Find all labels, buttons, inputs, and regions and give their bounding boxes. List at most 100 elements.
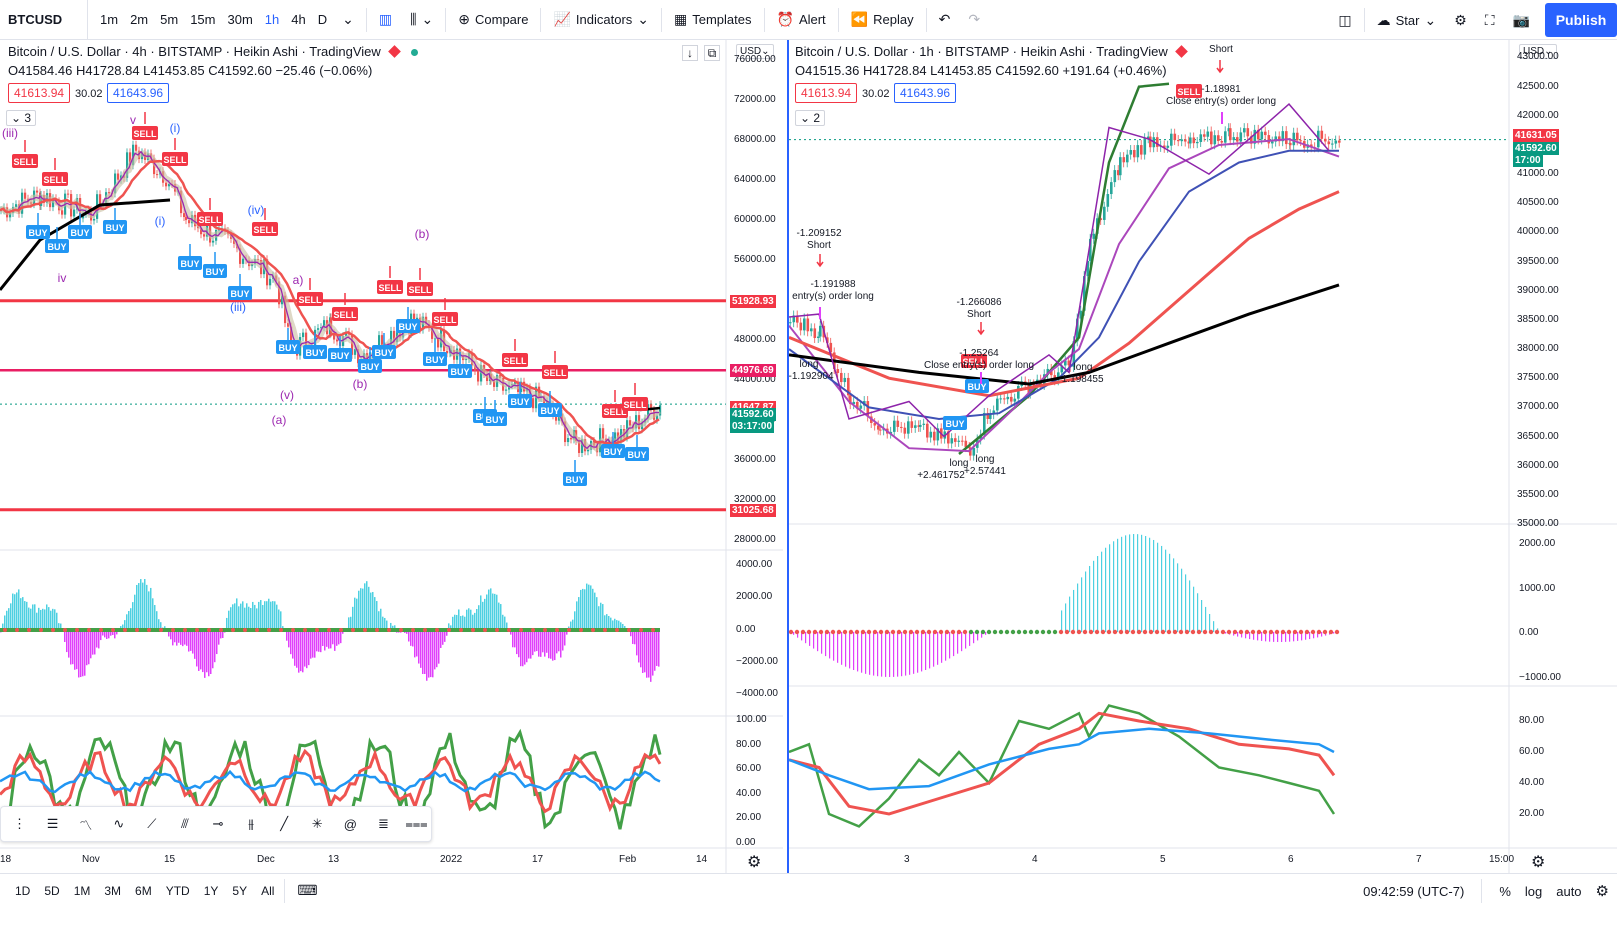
timeframe-15m[interactable]: 15m: [190, 12, 216, 27]
fib-fan-tool-icon[interactable]: ⫻: [181, 816, 189, 831]
auto-toggle[interactable]: auto: [1556, 883, 1582, 899]
histogram-bar: [238, 606, 240, 630]
compare-button[interactable]: ⊕ Compare: [449, 0, 537, 40]
price-tick: 38000.00: [1517, 343, 1559, 355]
range-5y[interactable]: 5Y: [232, 883, 248, 898]
histogram-bar: [286, 630, 288, 641]
left-chart-pane[interactable]: BUY BUY BUY BUY BUY BUY BUY BUY BUY BUY BUY BUY BUY B…: [0, 40, 783, 895]
right-collapse-toggle[interactable]: ⌄ 2: [795, 110, 826, 126]
drag-handle-icon[interactable]: ⋮: [13, 816, 27, 831]
horizontal-ray-tool-icon[interactable]: ⊸: [212, 816, 224, 831]
xabcd-tool-icon[interactable]: ✳: [311, 816, 323, 831]
indicators-button[interactable]: 📈 Indicators ⌄: [544, 0, 658, 40]
right-ask-badge[interactable]: 41643.96: [894, 83, 957, 103]
range-1d[interactable]: 1D: [15, 883, 31, 898]
histogram-bar: [412, 630, 414, 647]
squeeze-dot: [944, 629, 950, 635]
publish-button[interactable]: Publish: [1545, 3, 1617, 37]
right-chart-canvas[interactable]: BUYBUYSELLSELL-1.209152Short-1.191988ent…: [789, 40, 1617, 895]
timeframe-1h[interactable]: 1h: [264, 12, 280, 27]
candle-body: [1143, 138, 1147, 155]
undo-button[interactable]: ↶: [930, 0, 960, 40]
maximize-icon[interactable]: ⧉: [704, 45, 720, 61]
histogram-bar: [548, 630, 550, 659]
squeeze-dot: [579, 628, 583, 632]
left-unit-selector[interactable]: USD⌄: [736, 44, 774, 59]
date-range-button[interactable]: ⌨: [288, 874, 326, 908]
alert-button[interactable]: ⏰ Alert: [768, 0, 835, 40]
percent-toggle[interactable]: %: [1499, 883, 1511, 899]
timeframe-5m[interactable]: 5m: [160, 12, 179, 27]
candle-body: [792, 315, 796, 323]
right-axis-settings-icon[interactable]: ⚙: [1531, 854, 1546, 871]
templates-button[interactable]: ▦ Templates: [665, 0, 760, 40]
timeframe-2m[interactable]: 2m: [130, 12, 149, 27]
squeeze-dot: [1046, 629, 1052, 635]
chevron-down-icon: ⌄: [11, 111, 25, 125]
candle-body: [1103, 206, 1106, 220]
histogram-bar: [322, 630, 324, 646]
candle-body: [188, 220, 191, 224]
histogram-bar: [104, 630, 106, 638]
horizontal-lines-tool-icon[interactable]: ☰: [46, 816, 59, 831]
timeframe-4h[interactable]: 4h: [291, 12, 306, 27]
gear-icon[interactable]: ⚙: [1595, 883, 1609, 900]
abcd-pattern-tool-icon[interactable]: 〽: [79, 817, 93, 833]
histogram-bar: [454, 614, 456, 630]
elliott-wave-tool-icon[interactable]: ∿: [113, 816, 125, 831]
short-arrow: [1216, 60, 1224, 74]
chart-type-button[interactable]: ⫼ ⌄: [401, 0, 442, 40]
replay-button[interactable]: ⏪ Replay: [842, 0, 923, 40]
range-6m[interactable]: 6M: [135, 883, 152, 898]
buy-signal: BUY: [303, 333, 327, 359]
screenshot-button[interactable]: 📷: [1504, 0, 1539, 40]
layout-button[interactable]: ◫: [1329, 0, 1360, 40]
sell-signal-label: SELL: [503, 356, 527, 366]
left-axis-settings-icon[interactable]: ⚙: [747, 854, 762, 871]
settings-button[interactable]: ⚙: [1445, 0, 1476, 40]
range-ytd[interactable]: YTD: [165, 883, 190, 898]
redo-button[interactable]: ↷: [959, 0, 989, 40]
timeframe-dropdown[interactable]: ⌄: [333, 0, 363, 40]
histogram-bar: [26, 601, 28, 630]
right-chart-pane[interactable]: BUY BUY SELL SELL -1.209152 Short -1.191988 ent…: [787, 40, 1617, 895]
candle-body: [926, 423, 929, 438]
right-unit-selector[interactable]: USD⌄: [1519, 44, 1557, 59]
histogram-bar: [558, 630, 560, 652]
trend-line-tool-icon[interactable]: ⟋: [147, 816, 157, 831]
download-icon[interactable]: ↓: [682, 45, 698, 61]
fullscreen-button[interactable]: ⛶: [1476, 0, 1504, 40]
candle-body: [15, 204, 18, 207]
layout-name-button[interactable]: ☁ Star ⌄: [1368, 0, 1446, 40]
right-bid-badge[interactable]: 41613.94: [795, 83, 858, 103]
oscillator-tick: 20.00: [1519, 808, 1545, 819]
fib-retracement-tool-icon[interactable]: ≣: [377, 816, 389, 831]
timeframe-30m[interactable]: 30m: [227, 12, 253, 27]
range-1m[interactable]: 1M: [73, 883, 91, 898]
bars-pattern-tool-icon[interactable]: ⫵: [248, 816, 255, 831]
strategy-annotation: Short: [1209, 44, 1233, 55]
histogram-bar: [446, 630, 448, 636]
range-1y[interactable]: 1Y: [203, 883, 219, 898]
candle-body: [922, 423, 926, 425]
wave-label: (iii): [2, 126, 18, 140]
candle-body: [203, 234, 206, 237]
range-5d[interactable]: 5D: [44, 883, 60, 898]
timeframe-1m[interactable]: 1m: [100, 12, 119, 27]
clock[interactable]: 09:42:59 (UTC-7): [1363, 883, 1465, 899]
log-toggle[interactable]: log: [1524, 883, 1543, 899]
line-tool-icon[interactable]: ╱: [280, 816, 289, 831]
left-collapse-toggle[interactable]: ⌄ 3: [6, 110, 37, 126]
histogram-bar: [913, 632, 915, 674]
bar-style-button[interactable]: ▥: [370, 0, 401, 40]
spiral-tool-icon[interactable]: @: [343, 816, 357, 832]
left-bid-badge[interactable]: 41613.94: [8, 83, 71, 103]
range-all[interactable]: All: [261, 883, 275, 898]
range-3m[interactable]: 3M: [104, 883, 122, 898]
timeframe-D[interactable]: D: [317, 12, 328, 27]
left-ask-badge[interactable]: 41643.96: [107, 83, 170, 103]
fib-channel-tool-icon[interactable]: ⩶: [405, 816, 428, 831]
symbol-search[interactable]: BTCUSD: [0, 0, 88, 40]
histogram-bar: [809, 632, 811, 646]
